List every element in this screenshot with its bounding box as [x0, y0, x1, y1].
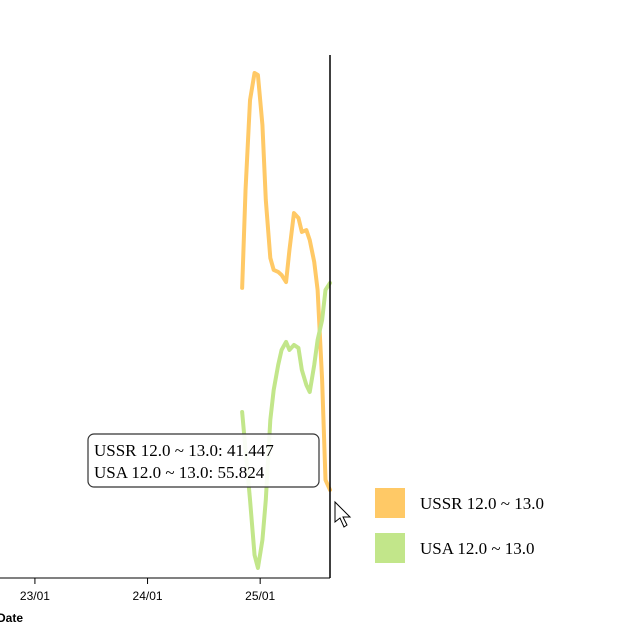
series-line [240, 280, 332, 570]
mouse-cursor [334, 500, 352, 528]
x-tick-label: 23/01 [20, 589, 50, 603]
tooltip-line: USA 12.0 ~ 13.0: 55.824 [94, 463, 265, 482]
tooltip: USSR 12.0 ~ 13.0: 41.447 USA 12.0 ~ 13.0… [87, 433, 320, 488]
legend-swatch [375, 488, 405, 518]
x-tick-label: 25/01 [245, 589, 275, 603]
x-axis-label: Date [0, 611, 23, 625]
legend-label: USA 12.0 ~ 13.0 [420, 539, 535, 558]
plot-area: 23/01 24/01 25/01 [0, 70, 332, 603]
legend-label: USSR 12.0 ~ 13.0 [420, 494, 544, 513]
tooltip-box [87, 433, 320, 488]
tooltip-line: USSR 12.0 ~ 13.0: 41.447 [94, 441, 274, 460]
legend-swatch [375, 533, 405, 563]
series-line [240, 70, 332, 492]
x-tick-label: 24/01 [133, 589, 163, 603]
